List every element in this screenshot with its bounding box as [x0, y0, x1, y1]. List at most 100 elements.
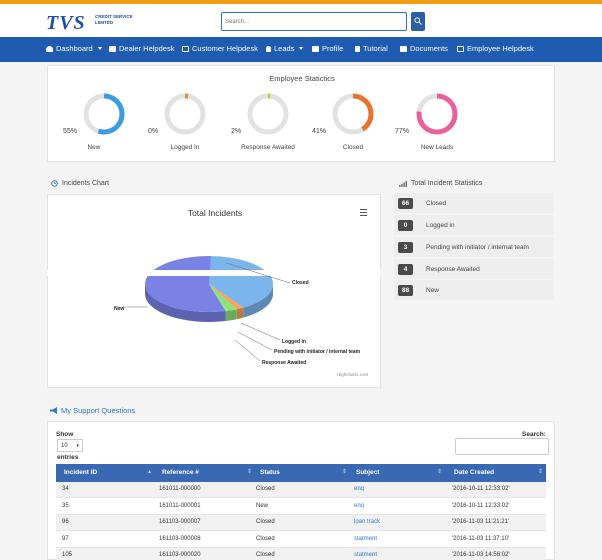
- pie-slice-side: [227, 309, 237, 321]
- cell-date-created: '2016-11-03 14:56:02': [452, 552, 510, 558]
- gauge-arc: [164, 93, 206, 135]
- incident-stat-row[interactable]: 0 Logged in: [394, 215, 554, 235]
- cell-incident-id: 105: [62, 552, 73, 558]
- nav-leads[interactable]: Leads: [266, 44, 304, 53]
- entries-select-value: 10: [61, 443, 68, 449]
- pie-slice-side: [236, 307, 244, 320]
- incident-stats-title: Total Incident Statistics: [411, 180, 483, 187]
- pie-label-response-awaited: Response Awaited: [262, 360, 307, 366]
- cell-reference: 161103-000020: [159, 552, 201, 558]
- gauge-label: Logged In: [170, 144, 200, 151]
- search-input[interactable]: [221, 12, 407, 31]
- chart-menu-button[interactable]: [360, 209, 367, 217]
- table-row[interactable]: 96 161103-000007 Closed loan track '2016-11-…: [56, 515, 546, 531]
- panel-gap: [47, 270, 381, 276]
- pie-slice-pending-with-initiator-internal-team: [209, 284, 244, 310]
- cell-date-created: '2016-11-03 11:21:21': [452, 519, 510, 525]
- stat-count-badge: 66: [398, 197, 413, 209]
- incident-stats-heading: Total Incident Statistics: [399, 180, 482, 187]
- nav-documents[interactable]: Documents: [400, 44, 448, 53]
- cell-subject-link[interactable]: enq: [354, 486, 365, 492]
- sort-icon[interactable]: ⇕: [342, 469, 348, 475]
- stat-label: New: [426, 286, 440, 294]
- support-heading[interactable]: My Support Questions: [50, 406, 135, 415]
- nav-customer-helpdesk[interactable]: Customer Helpdesk: [182, 44, 258, 53]
- incident-stat-row[interactable]: 66 Closed: [394, 193, 554, 213]
- gauge-closed: [329, 90, 377, 138]
- cell-date-created: '2016-10-11 12:33:02': [452, 486, 510, 492]
- incident-stat-row[interactable]: 3 Pending with initiator / internal team: [394, 237, 554, 257]
- sort-icon[interactable]: ⇕: [247, 469, 253, 475]
- gauge-label: New Leads: [420, 144, 454, 151]
- pie-label-pending: Pending with initiator / internal team: [274, 349, 361, 355]
- table-row[interactable]: 97 161103-000008 Closed statment '2016-11-03…: [56, 532, 546, 548]
- search-button[interactable]: [411, 12, 425, 31]
- column-header-reference[interactable]: Reference #: [162, 469, 199, 476]
- cell-subject-link[interactable]: statment: [354, 552, 378, 558]
- gauge-percent: 77%: [395, 128, 410, 135]
- gauge-label: Response Awaited: [241, 144, 295, 151]
- pie-slice-response-awaited: [209, 284, 237, 311]
- stat-label: Logged in: [426, 221, 455, 229]
- chart-credits[interactable]: Highcharts.com: [337, 372, 369, 377]
- pie-slice-side: [243, 284, 273, 318]
- nav-tutorial[interactable]: Tutorial: [355, 44, 388, 53]
- stat-count-badge: 0: [398, 219, 413, 231]
- cell-incident-id: 97: [62, 535, 69, 542]
- employee-stats-title: Employee Statictics: [269, 74, 335, 83]
- top-accent-bar: [0, 0, 602, 4]
- pie-connector-line: [237, 331, 273, 351]
- cell-reference: 161011-000000: [159, 486, 201, 492]
- cell-incident-id: 34: [62, 486, 69, 492]
- cell-status: Closed: [256, 486, 275, 492]
- cell-subject-link[interactable]: loan track: [354, 519, 381, 525]
- column-header-date-created[interactable]: Date Created: [454, 469, 495, 476]
- nav-label: Dashboard: [56, 44, 93, 53]
- sort-icon[interactable]: ▴: [148, 469, 152, 475]
- pie-slice-side: [145, 284, 226, 322]
- sort-icon[interactable]: ⇕: [538, 469, 544, 475]
- cell-status: New: [256, 502, 269, 509]
- nav-dealer-helpdesk[interactable]: Dealer Helpdesk: [109, 44, 174, 53]
- bullhorn-icon: [50, 407, 57, 414]
- nav-employee-helpdesk[interactable]: Employee Helpdesk: [457, 44, 534, 53]
- table-header: Incident ID ▴ Reference # ⇕ Status ⇕ Sub…: [56, 464, 546, 482]
- nav-profile[interactable]: Profile: [312, 44, 343, 53]
- table-row[interactable]: 34 161011-000000 Closed enq '2016-10-11 12:3…: [56, 482, 546, 498]
- cell-reference: 161103-000008: [159, 535, 201, 542]
- pie-slice-closed: [209, 256, 274, 308]
- entries-select[interactable]: 10 ▾: [57, 439, 83, 452]
- logo[interactable]: TVS: [46, 12, 86, 34]
- header: TVS CREDIT SERVICE LIMITED: [0, 4, 602, 38]
- gauge-new-leads: [413, 90, 461, 138]
- entries-label: entries: [57, 454, 79, 461]
- sort-icon[interactable]: ⇕: [437, 469, 443, 475]
- tag-icon: [109, 45, 116, 52]
- table-row[interactable]: 105 161103-000020 Closed statment '2016-11-0…: [56, 548, 546, 560]
- column-header-status[interactable]: Status: [260, 469, 280, 476]
- pie-connector-line: [240, 322, 281, 341]
- gauge-new: [80, 90, 128, 138]
- show-label: Show: [56, 431, 74, 438]
- incident-stat-row[interactable]: 4 Response Awaited: [394, 259, 554, 279]
- column-header-subject[interactable]: Subject: [356, 469, 380, 476]
- logo-subtitle: CREDIT SERVICE LIMITED: [95, 14, 133, 25]
- table-row[interactable]: 35 161011-000001 New enq '2016-10-11 12:33:0…: [56, 499, 546, 515]
- column-header-incident-id[interactable]: Incident ID: [64, 469, 98, 476]
- pie-chart: [47, 256, 381, 362]
- gauge-percent: 0%: [148, 128, 159, 135]
- nav-label: Profile: [322, 44, 344, 53]
- pie-connector-line: [234, 339, 261, 362]
- cell-subject-link[interactable]: statment: [354, 535, 378, 542]
- gauge-track: [164, 93, 206, 135]
- stat-label: Closed: [426, 199, 447, 207]
- gauge-track: [247, 93, 289, 135]
- incident-stat-row[interactable]: 88 New: [394, 280, 554, 300]
- gauge-logged-in: [161, 90, 209, 138]
- gauge-label: Closed: [342, 144, 364, 151]
- nav-dashboard[interactable]: Dashboard: [46, 44, 102, 53]
- cell-incident-id: 96: [62, 519, 69, 525]
- chart-title: Total Incidents: [187, 208, 243, 218]
- table-search-input[interactable]: [455, 438, 549, 455]
- cell-subject-link[interactable]: enq: [354, 502, 365, 509]
